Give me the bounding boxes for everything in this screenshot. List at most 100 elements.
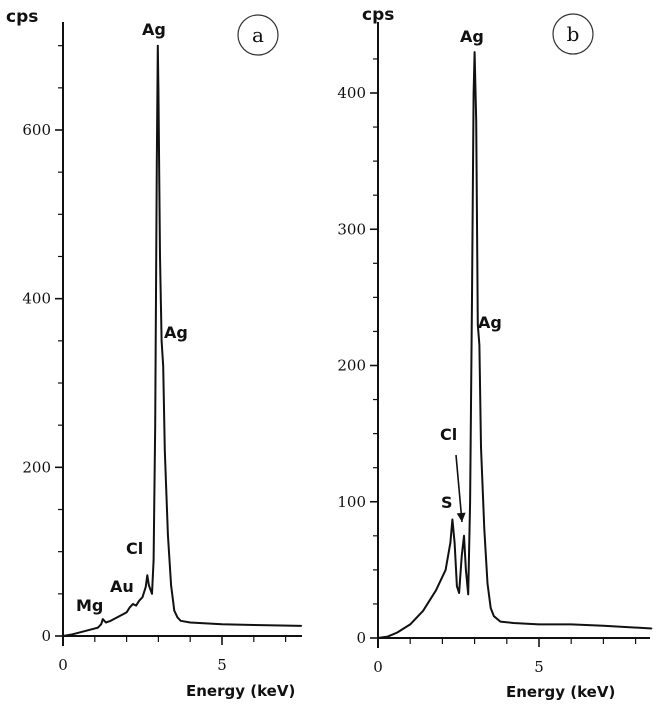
y-tick-label: 400 xyxy=(22,290,51,308)
data-point xyxy=(162,365,164,367)
data-point xyxy=(138,599,140,602)
data-point xyxy=(151,593,153,595)
data-point xyxy=(480,446,482,448)
data-point xyxy=(486,582,489,585)
data-point xyxy=(160,340,163,342)
data-point xyxy=(132,603,134,605)
data-point xyxy=(62,635,64,637)
peak-label-s: S xyxy=(441,493,453,512)
data-point xyxy=(189,621,191,624)
peak-label-cl: Cl xyxy=(126,539,143,558)
data-point xyxy=(474,51,476,53)
data-point xyxy=(81,631,83,633)
data-point xyxy=(135,605,137,607)
data-point xyxy=(469,501,471,503)
peak-label-au: Au xyxy=(110,577,134,596)
data-point xyxy=(91,628,93,630)
data-point xyxy=(180,620,182,622)
data-point xyxy=(651,627,653,630)
data-point xyxy=(490,607,492,609)
data-point xyxy=(129,606,131,608)
data-point xyxy=(435,589,437,591)
y-tick-label: 200 xyxy=(337,357,366,375)
y-tick-label: 400 xyxy=(337,84,366,102)
peak-label-mg: Mg xyxy=(76,596,103,615)
data-point xyxy=(499,621,501,623)
peak-label-ag: Ag xyxy=(460,27,484,46)
data-point xyxy=(110,620,112,622)
panel-badge-label: a xyxy=(252,23,264,47)
data-point xyxy=(170,584,172,587)
data-point xyxy=(475,119,477,121)
data-point xyxy=(97,626,99,629)
data-point xyxy=(146,574,148,576)
spectrum-line-a xyxy=(62,44,302,637)
data-point xyxy=(164,449,166,452)
data-point xyxy=(377,637,379,639)
data-point xyxy=(153,559,155,561)
data-point xyxy=(105,621,107,624)
y-tick-label: 100 xyxy=(337,493,366,511)
panel-badge-a xyxy=(237,14,279,56)
data-point xyxy=(157,45,159,47)
peak-label-ag: Ag xyxy=(164,323,188,342)
data-point xyxy=(167,534,169,536)
data-point xyxy=(71,633,74,635)
data-point xyxy=(456,585,458,587)
peak-label-ag: Ag xyxy=(142,20,166,39)
arrow-line xyxy=(455,454,463,523)
data-point xyxy=(141,596,144,598)
data-point xyxy=(100,623,102,625)
data-point xyxy=(300,625,303,627)
data-point xyxy=(570,623,572,625)
data-point xyxy=(159,255,161,258)
data-point xyxy=(465,569,467,571)
x-tick-label: 0 xyxy=(373,658,383,676)
data-point xyxy=(157,87,159,89)
panel-badge-label: b xyxy=(567,22,580,46)
data-point xyxy=(458,592,460,594)
data-point xyxy=(478,344,481,346)
data-point xyxy=(221,623,223,625)
y-tick-label: 0 xyxy=(41,627,51,645)
spectrum-line-b xyxy=(377,51,652,639)
data-point xyxy=(126,611,128,613)
data-point xyxy=(483,528,485,530)
data-point xyxy=(467,593,469,596)
data-point xyxy=(538,623,540,625)
peak-label-cl: Cl xyxy=(440,425,457,444)
data-point xyxy=(145,586,147,588)
y-tick-label: 0 xyxy=(356,629,366,647)
data-point xyxy=(173,610,175,612)
data-point xyxy=(176,616,179,619)
data-point xyxy=(154,424,156,426)
data-point xyxy=(409,623,411,625)
y-axis-label: cps xyxy=(6,7,38,27)
data-point xyxy=(471,296,473,298)
data-point xyxy=(473,92,475,94)
data-point xyxy=(387,636,389,638)
data-point xyxy=(156,163,158,165)
data-point xyxy=(449,542,452,544)
y-axis-label: cps xyxy=(362,5,394,25)
data-point xyxy=(119,615,121,617)
x-tick-label: 5 xyxy=(217,656,227,674)
x-tick-label: 5 xyxy=(534,658,544,676)
data-point xyxy=(253,624,255,626)
arrow-head xyxy=(456,512,466,522)
data-point xyxy=(477,324,479,326)
data-point xyxy=(148,584,150,587)
data-point xyxy=(445,569,447,571)
x-axis-label: Energy (keV) xyxy=(506,683,615,701)
data-point xyxy=(102,618,104,620)
y-tick-label: 300 xyxy=(337,220,366,238)
data-point xyxy=(512,622,514,624)
data-point xyxy=(602,625,605,627)
data-point xyxy=(396,631,398,634)
x-axis-label: Energy (keV) xyxy=(186,682,295,700)
data-point xyxy=(451,518,453,521)
peak-label-ag: Ag xyxy=(478,313,502,332)
data-point xyxy=(493,615,495,617)
x-tick-label: 0 xyxy=(58,656,68,674)
